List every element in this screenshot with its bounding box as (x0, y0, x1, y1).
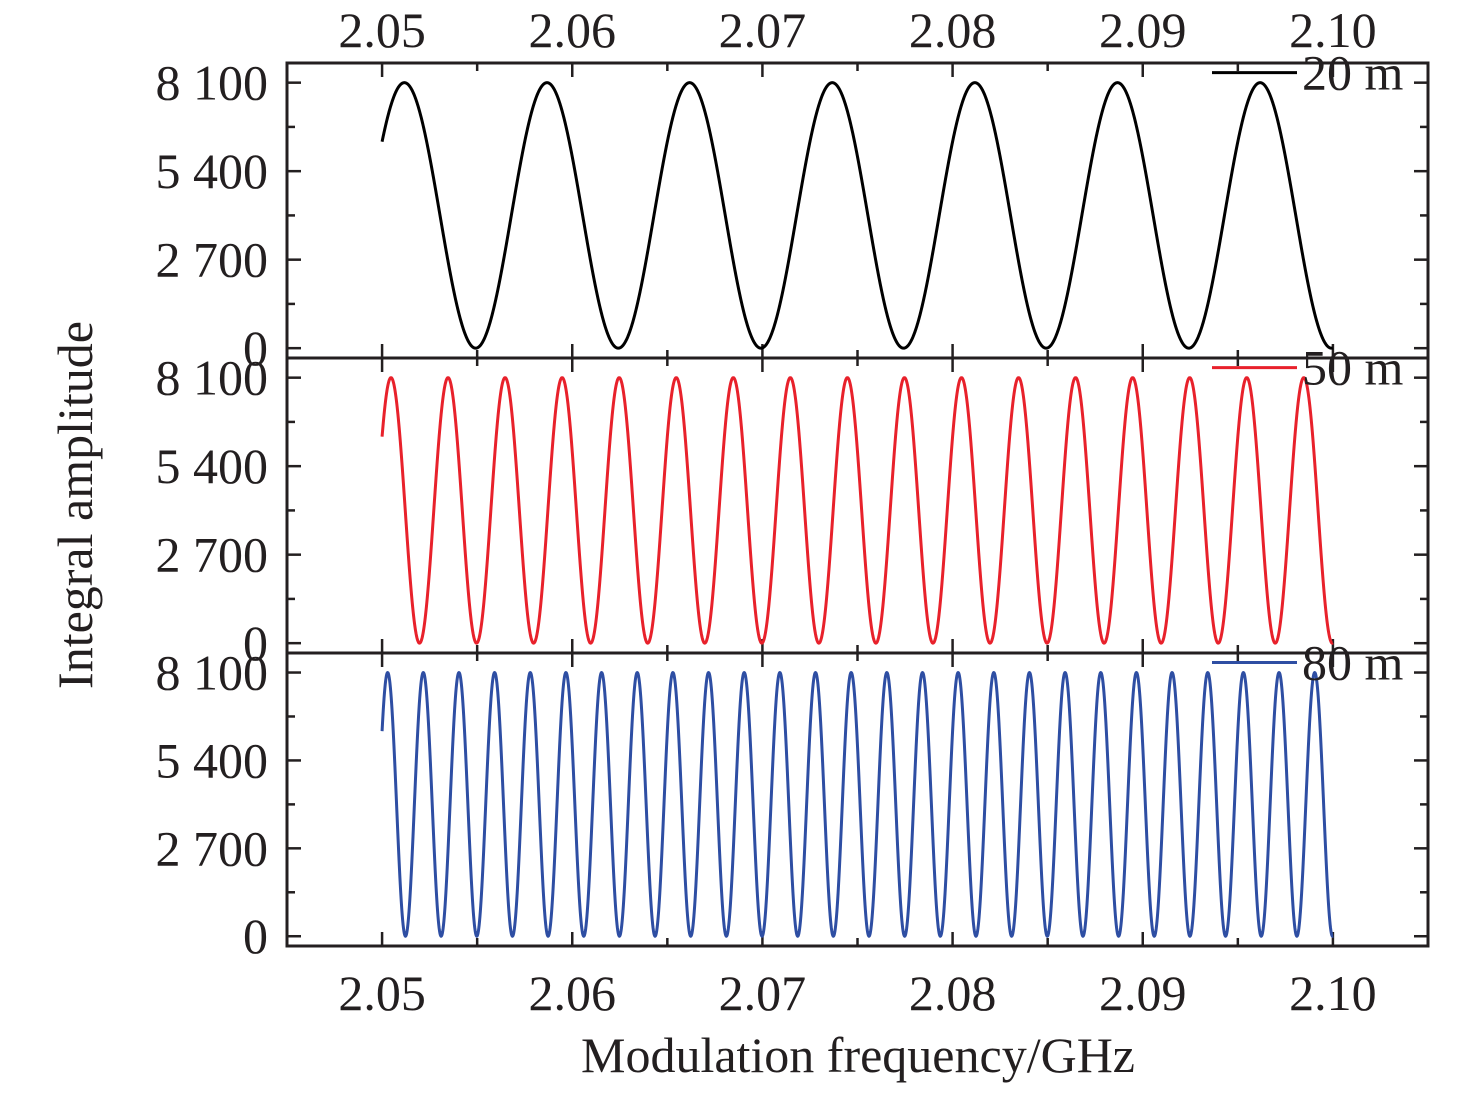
legend-label: 80 m (1302, 635, 1404, 691)
y-tick-label: 8 100 (156, 55, 269, 111)
x-tick-label-bottom: 2.08 (909, 965, 997, 1021)
x-tick-label-bottom: 2.06 (529, 965, 617, 1021)
x-tick-label-bottom: 2.09 (1099, 965, 1187, 1021)
y-tick-label: 5 400 (156, 438, 269, 494)
x-tick-label-bottom: 2.07 (719, 965, 807, 1021)
legend-layer: 20 m 50 m 80 m (1212, 45, 1404, 691)
x-tick-label-top: 2.08 (909, 2, 997, 58)
legend-label: 50 m (1302, 340, 1404, 396)
curves-layer (380, 81, 1335, 938)
x-tick-label-top: 2.10 (1289, 2, 1377, 58)
x-tick-label-bottom: 2.05 (338, 965, 426, 1021)
y-tick-label: 2 700 (156, 232, 269, 288)
x-tick-label-top: 2.07 (719, 2, 807, 58)
series-line-20m (380, 81, 1335, 350)
x-tick-label-bottom: 2.10 (1289, 965, 1377, 1021)
x-axis-title: Modulation frequency/GHz (581, 1027, 1135, 1083)
y-tick-label: 5 400 (156, 732, 269, 788)
panel-2-frame (285, 356, 1430, 655)
y-tick-label: 0 (243, 320, 268, 376)
y-tick-label: 8 100 (156, 350, 269, 406)
y-axis-title: Integral amplitude (47, 321, 103, 689)
series-line-50m (380, 376, 1335, 645)
y-tick-label: 5 400 (156, 143, 269, 199)
y-tick-label: 0 (243, 615, 268, 671)
y-tick-label: 2 700 (156, 527, 269, 583)
y-tick-label: 2 700 (156, 820, 269, 876)
x-tick-label-top: 2.06 (529, 2, 617, 58)
series-line-80m (380, 671, 1335, 938)
legend-label: 20 m (1302, 45, 1404, 101)
ticks-layer (287, 63, 1428, 946)
y-tick-label: 0 (243, 908, 268, 964)
x-tick-label-top: 2.05 (338, 2, 426, 58)
x-tick-label-top: 2.09 (1099, 2, 1187, 58)
y-tick-label: 8 100 (156, 645, 269, 701)
